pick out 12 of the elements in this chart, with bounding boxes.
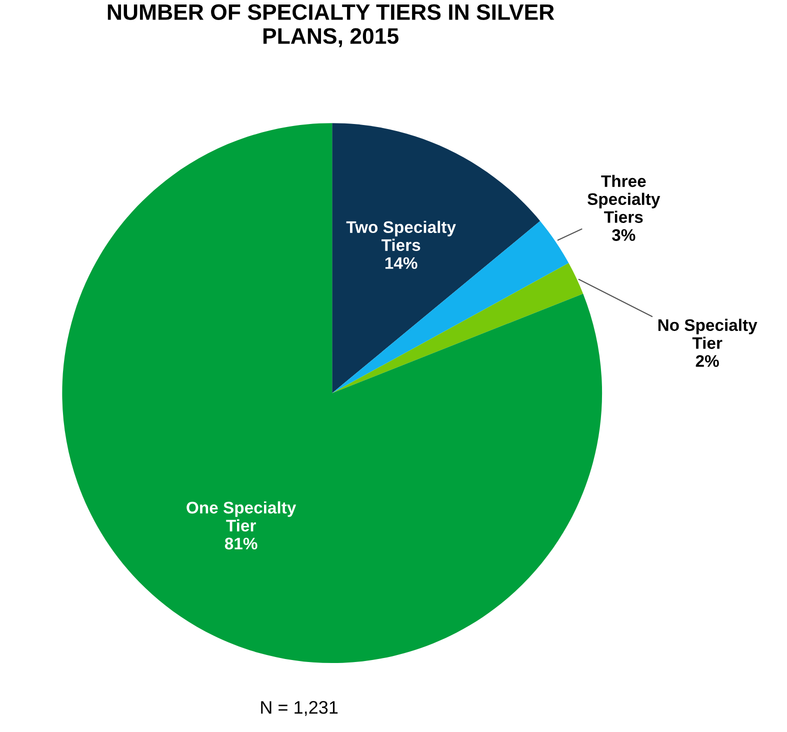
pie-slice: [332, 221, 569, 394]
chart-title: NUMBER OF SPECIALTY TIERS IN SILVER PLANS, 2015: [108, 4, 554, 48]
slice-label: No Specialty Tier: [658, 318, 758, 349]
slice-label: Three Specialty Tiers: [588, 174, 660, 223]
slice-label: One Specialty Tier: [186, 501, 296, 532]
data-label: 81%: [224, 538, 258, 550]
slice-label: Two Specialty Tiers: [346, 220, 456, 252]
pie-slice: [332, 123, 540, 394]
data-label: 3%: [612, 229, 636, 241]
data-label: 14%: [385, 257, 418, 269]
data-label: 2%: [696, 355, 719, 367]
text: N = 1,231: [261, 701, 338, 716]
